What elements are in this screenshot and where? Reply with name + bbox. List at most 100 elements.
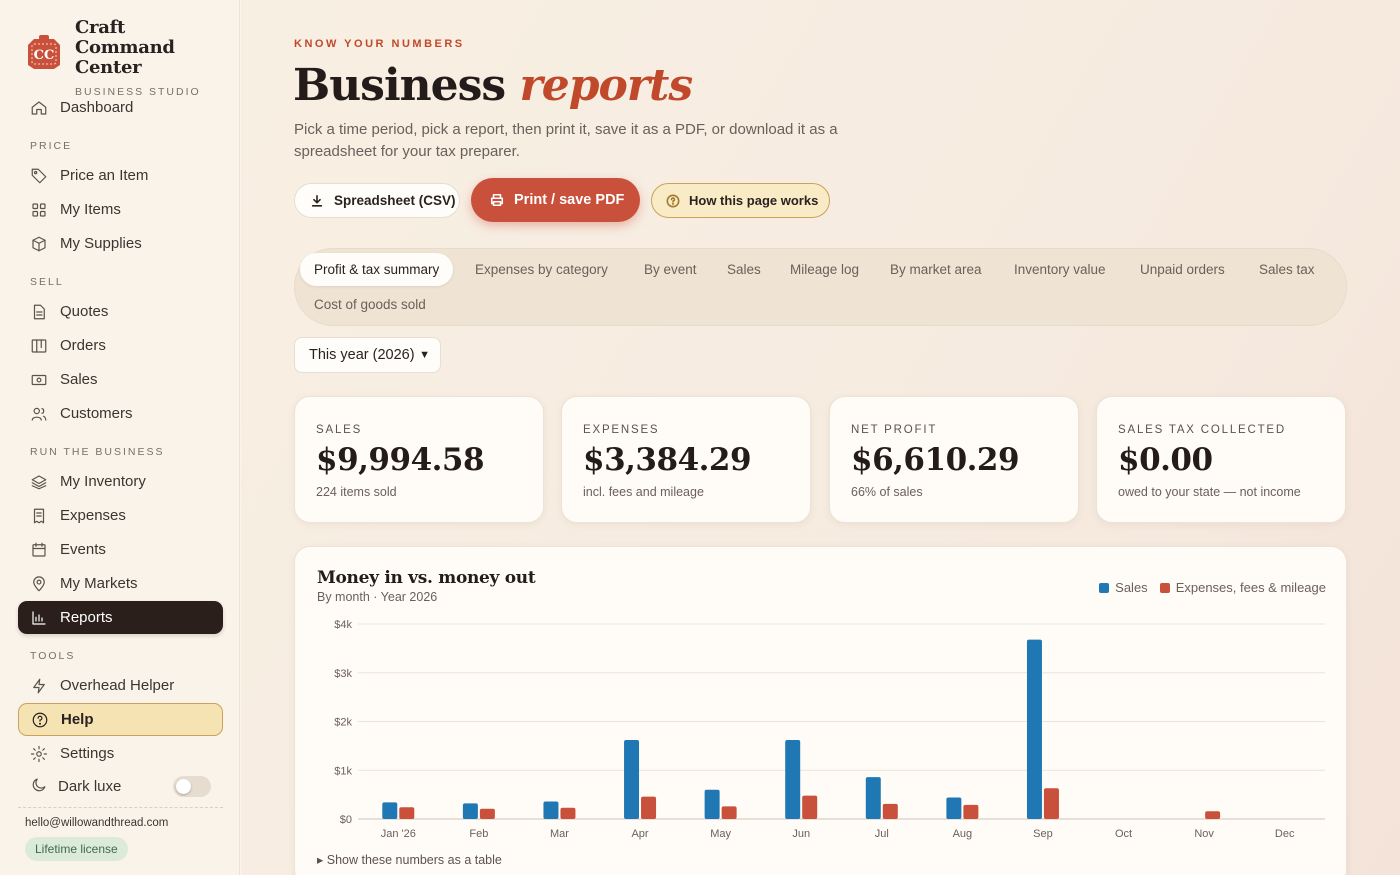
bar-expenses[interactable]: [1043, 788, 1059, 819]
tab-sales-tax[interactable]: Sales tax: [1259, 262, 1315, 277]
brand[interactable]: CC Craft Command Center BUSINESS STUDIO: [26, 18, 225, 98]
license-badge: Lifetime license: [25, 837, 128, 861]
sidebar-item-label: Expenses: [60, 507, 126, 524]
dark-mode-row: Dark luxe: [18, 770, 223, 803]
nav-section-tools: TOOLS: [30, 650, 76, 662]
page-subtitle: Pick a time period, pick a report, then …: [294, 121, 838, 160]
bar-expenses[interactable]: [479, 808, 495, 819]
report-tabs: Profit & tax summary Expenses by categor…: [294, 248, 1347, 326]
bar-sales[interactable]: [382, 802, 398, 819]
show-table-toggle[interactable]: ▸ Show these numbers as a table: [317, 853, 502, 867]
stat-label: EXPENSES: [583, 424, 660, 436]
period-select[interactable]: This year (2026) ▼: [294, 337, 441, 373]
sidebar-item-my-inventory[interactable]: My Inventory: [18, 465, 223, 498]
print-pdf-button[interactable]: Print / save PDF: [471, 178, 640, 222]
dark-mode-toggle[interactable]: [173, 776, 211, 797]
bar-sales[interactable]: [462, 803, 478, 819]
sidebar-item-help[interactable]: Help: [18, 703, 223, 736]
y-tick-label: $3k: [334, 668, 352, 680]
sidebar-item-label: Reports: [60, 609, 113, 626]
bar-sales[interactable]: [865, 777, 881, 819]
bar-expenses[interactable]: [1205, 811, 1221, 819]
y-tick-label: $2k: [334, 717, 352, 729]
calendar-icon: [30, 541, 48, 559]
how-page-works-button[interactable]: How this page works: [651, 183, 830, 218]
legend-item-expenses: Expenses, fees & mileage: [1159, 580, 1326, 595]
printer-icon: [490, 193, 504, 207]
sidebar-item-customers[interactable]: Customers: [18, 397, 223, 430]
chart-legend: Sales Expenses, fees & mileage: [1087, 580, 1326, 595]
money-chart-card: Money in vs. money out By month · Year 2…: [294, 546, 1347, 875]
bar-expenses[interactable]: [560, 807, 576, 819]
bar-chart-icon: [30, 609, 48, 627]
sidebar-nav: Dashboard PRICE Price an Item My Items M…: [18, 90, 223, 771]
sidebar-item-dashboard[interactable]: Dashboard: [18, 91, 223, 124]
sidebar-item-overhead-helper[interactable]: Overhead Helper: [18, 669, 223, 702]
tab-mileage-log[interactable]: Mileage log: [790, 262, 860, 277]
stat-note: incl. fees and mileage: [583, 485, 704, 499]
page-title-accent: reports: [519, 60, 694, 111]
bar-sales[interactable]: [543, 801, 559, 819]
bar-sales[interactable]: [1026, 639, 1042, 819]
bar-sales[interactable]: [704, 789, 720, 819]
tab-inventory-value[interactable]: Inventory value: [1014, 262, 1106, 277]
x-tick-label: May: [710, 828, 731, 840]
bar-expenses[interactable]: [802, 795, 818, 819]
sidebar-item-reports[interactable]: Reports: [18, 601, 223, 634]
cash-icon: [30, 371, 48, 389]
tab-by-market-area[interactable]: By market area: [890, 262, 982, 277]
bar-expenses[interactable]: [963, 804, 979, 819]
users-icon: [30, 405, 48, 423]
sidebar-item-label: My Inventory: [60, 473, 146, 490]
sidebar-item-my-markets[interactable]: My Markets: [18, 567, 223, 600]
page-title: Business reports: [293, 60, 694, 111]
x-tick-label: Jul: [875, 828, 889, 840]
bar-expenses[interactable]: [399, 807, 415, 819]
sidebar-item-settings[interactable]: Settings: [18, 737, 223, 770]
sidebar-item-expenses[interactable]: Expenses: [18, 499, 223, 532]
how-page-works-label: How this page works: [689, 193, 819, 208]
tab-cost-of-goods-sold[interactable]: Cost of goods sold: [314, 297, 426, 312]
stat-note: 224 items sold: [316, 485, 397, 499]
sidebar-item-events[interactable]: Events: [18, 533, 223, 566]
sidebar-item-orders[interactable]: Orders: [18, 329, 223, 362]
stat-card-net-profit: NET PROFIT $6,610.29 66% of sales: [829, 396, 1079, 523]
sidebar-item-label: Overhead Helper: [60, 677, 175, 694]
bar-expenses[interactable]: [721, 806, 737, 819]
stat-card-sales-tax: SALES TAX COLLECTED $0.00 owed to your s…: [1096, 396, 1346, 523]
download-csv-button[interactable]: Spreadsheet (CSV): [294, 183, 460, 218]
stat-note: 66% of sales: [851, 485, 923, 499]
bar-sales[interactable]: [624, 740, 640, 819]
help-circle-icon: [666, 194, 680, 207]
sidebar-item-my-supplies[interactable]: My Supplies: [18, 227, 223, 260]
x-tick-label: Jan '26: [381, 828, 416, 840]
sidebar-item-label: My Items: [60, 201, 121, 218]
period-select-value: This year (2026): [309, 347, 415, 363]
bar-expenses[interactable]: [882, 803, 898, 819]
tab-sales[interactable]: Sales: [727, 262, 761, 277]
bar-expenses[interactable]: [641, 796, 657, 819]
sidebar-item-my-items[interactable]: My Items: [18, 193, 223, 226]
receipt-icon: [30, 507, 48, 525]
sidebar-item-price-an-item[interactable]: Price an Item: [18, 159, 223, 192]
sidebar-item-label: Events: [60, 541, 106, 558]
bar-sales[interactable]: [946, 797, 962, 819]
gear-icon: [30, 745, 48, 763]
page-eyebrow: KNOW YOUR NUMBERS: [294, 38, 465, 50]
tab-profit-tax-summary[interactable]: Profit & tax summary: [300, 253, 454, 286]
download-icon: [311, 194, 323, 207]
tab-unpaid-orders[interactable]: Unpaid orders: [1140, 262, 1225, 277]
sidebar-item-sales[interactable]: Sales: [18, 363, 223, 396]
document-icon: [30, 303, 48, 321]
tab-by-event[interactable]: By event: [644, 262, 697, 277]
tab-expenses-by-category[interactable]: Expenses by category: [475, 262, 608, 277]
page-title-plain: Business: [293, 60, 506, 111]
x-tick-label: Nov: [1194, 828, 1214, 840]
stat-label: SALES TAX COLLECTED: [1118, 424, 1286, 436]
sidebar: CC Craft Command Center BUSINESS STUDIO …: [0, 0, 240, 875]
sidebar-item-quotes[interactable]: Quotes: [18, 295, 223, 328]
sidebar-item-label: Orders: [60, 337, 106, 354]
money-bar-chart: $0 $1k $2k $3k $4k Jan '26 Feb Mar Apr May Jun Jul A…: [334, 619, 1325, 840]
bar-sales[interactable]: [785, 740, 801, 819]
x-tick-label: Jun: [792, 828, 810, 840]
